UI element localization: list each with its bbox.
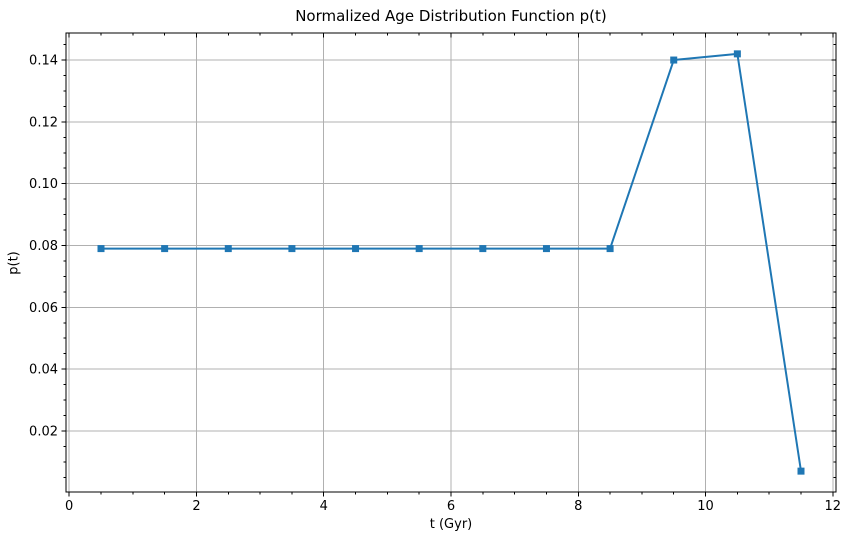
data-point [288,245,296,253]
x-tick-label: 0 [65,499,73,514]
x-tick-label: 4 [320,499,328,514]
y-tick-label: 0.06 [29,301,58,316]
x-tick-label: 8 [574,499,582,514]
x-tick-label: 2 [192,499,200,514]
data-point [415,245,423,253]
data-point [542,245,550,253]
data-point [224,245,232,253]
data-line [100,52,802,473]
grid-layer [66,33,836,492]
y-axis-label: p(t) [6,251,22,275]
y-tick-label: 0.10 [29,177,58,192]
series-layer [97,50,805,475]
axis-layer [61,32,837,497]
data-point [733,50,741,58]
data-point [479,245,487,253]
y-tick-label: 0.04 [29,363,58,378]
data-point [352,245,360,253]
tick-label-layer: 0 2 4 6 8 10 12 0.02 0.04 0.06 0.08 0.10 0.12 0.14 [29,54,841,514]
y-tick-label: 0.14 [29,54,58,69]
data-point [161,245,169,253]
data-point [670,56,678,64]
plot-spines [65,32,837,493]
chart-title: Normalized Age Distribution Function p(t… [295,7,607,25]
y-tick-label: 0.08 [29,239,58,254]
data-point [797,467,805,475]
data-point [97,245,105,253]
x-tick-label: 10 [697,499,714,514]
y-tick-label: 0.12 [29,115,58,130]
y-tick-label: 0.02 [29,424,58,439]
data-point [606,245,614,253]
x-tick-label: 6 [447,499,455,514]
x-tick-label: 12 [825,499,842,514]
x-axis-label: t (Gyr) [429,517,473,532]
